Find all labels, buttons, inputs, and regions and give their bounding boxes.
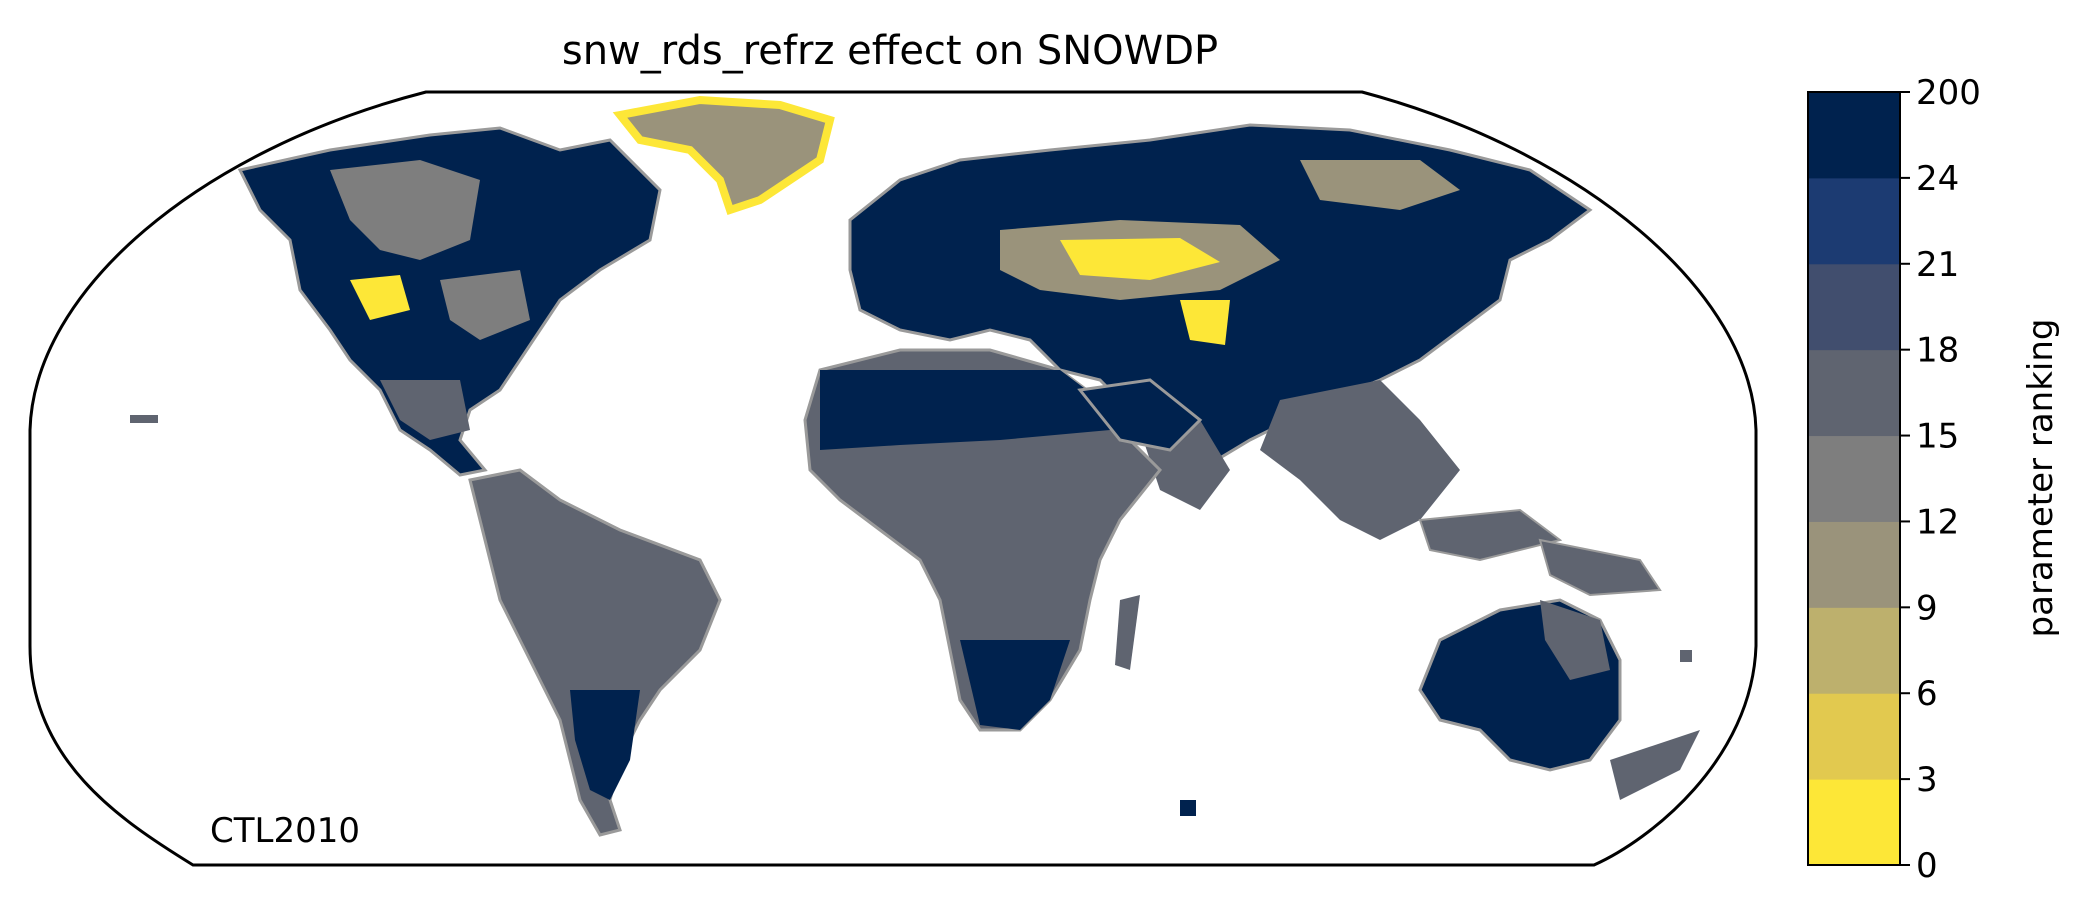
colorbar-tick-label: 24	[1916, 159, 1959, 199]
colorbar-swatch	[1808, 521, 1900, 608]
colorbar-swatch	[1808, 263, 1900, 351]
colorbar-tick-label: 3	[1916, 760, 1938, 800]
map-label: CTL2010	[210, 811, 360, 851]
colorbar-tick-label: 9	[1916, 588, 1938, 628]
colorbar-swatch	[1808, 177, 1900, 265]
colorbar-tick-label: 6	[1916, 674, 1938, 714]
colorbar-tick-label: 21	[1916, 245, 1959, 285]
colorbar-tick-label: 0	[1916, 846, 1938, 886]
colorbar-tick-label: 12	[1916, 502, 1959, 542]
map-title: snw_rds_refrz effect on SNOWDP	[562, 28, 1218, 74]
colorbar-frame	[1807, 91, 1901, 866]
colorbar: 0 3 6 9 12 15 18 21 24 200	[1807, 73, 1981, 886]
colorbar-swatch	[1808, 349, 1900, 437]
colorbar-tick-label: 15	[1916, 417, 1959, 457]
south-america	[468, 468, 722, 837]
colorbar-tick-label: 200	[1916, 73, 1981, 113]
colorbar-swatch	[1808, 92, 1900, 179]
colorbar-swatch	[1808, 779, 1900, 866]
colorbar-swatch	[1808, 607, 1900, 694]
colorbar-swatch	[1808, 693, 1900, 780]
colorbar-swatch	[1808, 435, 1900, 522]
colorbar-label: parameter ranking	[2021, 319, 2061, 638]
colorbar-tick-label: 18	[1916, 331, 1959, 371]
greenland	[612, 95, 835, 216]
map-outline	[28, 90, 1758, 867]
